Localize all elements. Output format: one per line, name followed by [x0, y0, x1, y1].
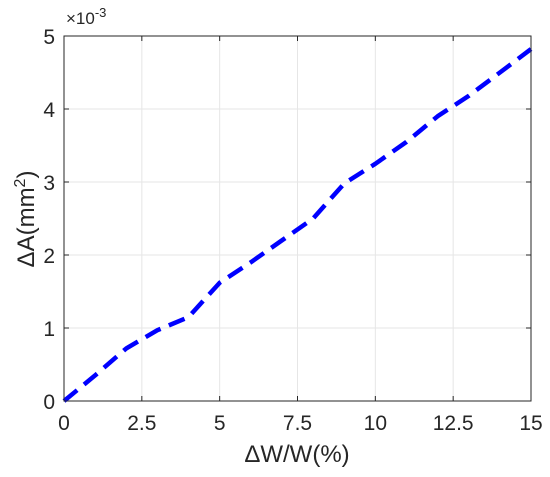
y-axis-title-main: ΔA(mm — [13, 187, 40, 267]
y-tick-label: 5 — [43, 26, 55, 49]
series-layer — [62, 47, 533, 403]
x-axis-title: ΔW/W(%) — [244, 441, 349, 468]
x-tick-label: 5 — [214, 412, 226, 435]
x-tick-label: 7.5 — [283, 412, 312, 435]
y-tick-label: 2 — [43, 245, 55, 268]
y-tick-label: 3 — [43, 172, 55, 195]
x-tick-label: 2.5 — [127, 412, 156, 435]
x-tick-labels: 0 2.5 5 7.5 10 12.5 15 — [58, 412, 543, 435]
y-exponent-label: ×10-3 — [66, 5, 106, 28]
x-tick-label: 0 — [58, 412, 70, 435]
y-exponent-power: -3 — [95, 5, 107, 20]
y-tick-labels: 0 1 2 3 4 5 — [43, 26, 55, 414]
series-line — [62, 47, 533, 403]
x-tick-label: 12.5 — [433, 412, 474, 435]
tick-marks — [63, 35, 532, 402]
y-axis-title-superscript: 2 — [12, 178, 29, 187]
y-exponent-prefix: ×10 — [66, 9, 95, 28]
x-tick-label: 10 — [364, 412, 387, 435]
y-tick-label: 4 — [43, 99, 55, 122]
y-tick-label: 1 — [43, 318, 55, 341]
y-tick-label: 0 — [43, 391, 55, 414]
x-tick-label: 15 — [519, 412, 542, 435]
y-axis-title-close: ) — [13, 171, 40, 179]
y-axis-title: ΔA(mm2) — [12, 171, 40, 268]
